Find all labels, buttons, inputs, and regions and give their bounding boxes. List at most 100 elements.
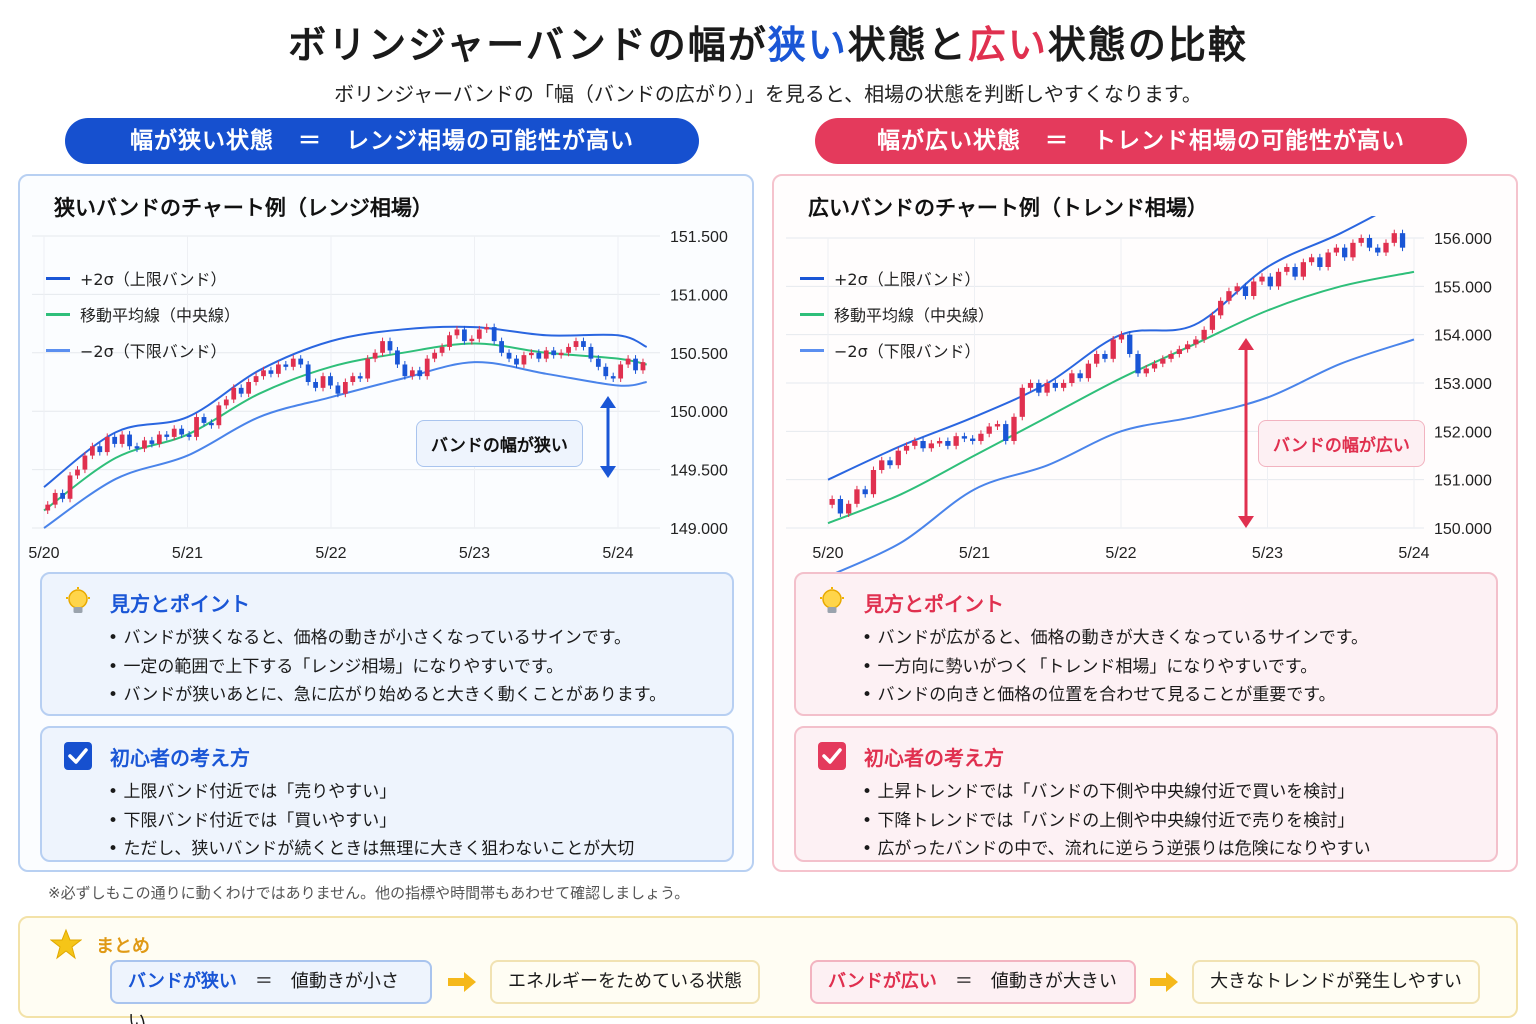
candlestick [829, 495, 835, 509]
title-wide: 広い [967, 23, 1048, 67]
title-part2: 状態と [847, 23, 968, 67]
x-tick-label: 5/23 [459, 545, 490, 562]
candlestick [1226, 287, 1232, 305]
candlestick [1267, 273, 1273, 290]
lower-band-line [827, 338, 1415, 576]
legend-item-ma: 移動平均線（中央線） [46, 296, 240, 332]
narrow-beginner-box: 初心者の考え方 上限バンド付近では「売りやすい」 下限バンド付近では「買いやすい… [40, 726, 734, 862]
wide-band-panel: 広いバンドのチャート例（トレンド相場） 156.000 155.000 154.00… [772, 174, 1518, 872]
candlestick [298, 355, 304, 368]
candlestick [484, 323, 490, 333]
candlestick [216, 401, 222, 429]
candlestick [223, 396, 229, 409]
candlestick [1275, 268, 1282, 290]
candlestick [164, 431, 170, 441]
candlestick [1044, 379, 1050, 397]
x-tick-label: 5/23 [1252, 545, 1283, 562]
candlestick [1052, 379, 1058, 392]
candlestick [142, 436, 147, 453]
candlestick [536, 349, 542, 363]
candlestick [276, 360, 281, 378]
candlestick [60, 489, 65, 503]
candlestick [171, 425, 177, 441]
legend-label-lower: −2σ（下限バンド） [834, 342, 981, 361]
legend-label-upper: +2σ（上限バンド） [834, 270, 981, 289]
candlestick [253, 372, 259, 386]
y-tick-label: 150.000 [1434, 521, 1492, 538]
x-tick-label: 5/21 [959, 545, 990, 562]
star-icon [50, 928, 82, 960]
candlestick [1011, 413, 1017, 445]
candlestick [1218, 297, 1224, 319]
narrow-band-callout: バンドの幅が狭い [416, 420, 583, 467]
candlestick [75, 466, 80, 479]
page-subtitle: ボリンジャーバンドの「幅（バンドの広がり）」を見ると、相場の状態を判断しやすくな… [334, 82, 1202, 106]
candlestick [320, 372, 326, 392]
wide-chart-legend: +2σ（上限バンド） 移動平均線（中央線） −2σ（下限バンド） [800, 260, 994, 368]
lightbulb-icon [820, 587, 844, 613]
wide-chart-title: 広いバンドのチャート例（トレンド相場） [808, 196, 1208, 220]
candlestick [424, 355, 430, 380]
candlestick [97, 442, 103, 456]
y-tick-label: 153.000 [1434, 376, 1492, 393]
candlestick [417, 366, 423, 380]
list-item: 下降トレンドでは「バンドの上側や中央線付近で売りを検討」 [862, 807, 1371, 836]
narrow-band-panel: 狭いバンドのチャート例（レンジ相場） 151.500 151.000 150.500… [18, 174, 754, 872]
legend-swatch-ma [800, 312, 824, 316]
legend-item-ma: 移動平均線（中央線） [800, 296, 994, 332]
candlestick [945, 437, 951, 450]
summary-wide-key: バンドが広い [828, 971, 937, 992]
candlestick [870, 466, 877, 498]
narrow-chart-legend: +2σ（上限バンド） 移動平均線（中央線） −2σ（下限バンド） [46, 260, 240, 368]
wide-beginner-heading: 初心者の考え方 [864, 746, 1004, 770]
narrow-band-chart: 151.500 151.000 150.500 150.000 149.500 149.0… [28, 229, 728, 562]
candlestick [45, 501, 51, 514]
candlestick [1077, 369, 1083, 382]
candlestick [625, 355, 631, 368]
candlestick [1160, 355, 1166, 368]
candlestick [887, 456, 893, 469]
candlestick [134, 442, 140, 453]
candlestick [201, 413, 207, 427]
candlestick [1019, 384, 1025, 421]
candlestick [640, 358, 646, 374]
candlestick [462, 325, 467, 345]
narrow-tips-box: 見方とポイント バンドが狭くなると、価格の動きが小さくなっているサインです。 一… [40, 572, 734, 716]
upper-band-line [43, 325, 648, 488]
candlestick [1060, 379, 1067, 392]
candlestick [454, 325, 460, 339]
wide-band-chart: 156.000 155.000 154.000 153.000 152.000 151.0… [786, 216, 1492, 576]
summary-box: まとめ バンドが狭い＝値動きが小さい エネルギーをためている状態 バンドが広い＝… [18, 916, 1518, 1024]
y-tick-label: 151.000 [1434, 473, 1492, 490]
y-tick-label: 156.000 [1434, 231, 1492, 248]
narrow-beginner-heading: 初心者の考え方 [110, 746, 250, 770]
candlestick [551, 346, 557, 359]
checkbox-icon [818, 742, 846, 770]
x-tick-label: 5/22 [1105, 545, 1136, 562]
wide-band-callout: バンドの幅が広い [1258, 420, 1425, 467]
summary-narrow-value: 値動きが小さい [128, 971, 399, 1024]
candlestick [469, 335, 475, 345]
summary-wide: バンドが広い ＝ 値動きが大きい [810, 960, 1136, 1004]
candlestick [179, 425, 185, 439]
candlestick [994, 420, 1001, 430]
candlestick [521, 351, 527, 368]
title-part1: ボリンジャーバンドの幅が [288, 23, 768, 67]
narrow-tips-list: バンドが狭くなると、価格の動きが小さくなっているサインです。 一定の範囲で上下す… [108, 624, 666, 710]
candlestick [1358, 234, 1364, 247]
candlestick [1308, 253, 1315, 266]
candlestick [52, 489, 58, 509]
x-tick-label: 5/21 [172, 545, 203, 562]
y-tick-label: 149.000 [670, 521, 728, 538]
y-tick-label: 150.500 [670, 346, 728, 363]
candlestick [350, 372, 356, 386]
legend-label-lower: −2σ（下限バンド） [80, 342, 227, 361]
candlestick [1085, 360, 1092, 382]
candlestick [903, 442, 910, 455]
candlestick [1168, 350, 1174, 363]
candlestick [953, 432, 959, 450]
candlestick [1383, 239, 1389, 256]
candlestick [357, 372, 363, 382]
candlestick [912, 437, 918, 450]
title-part3: 状態の比較 [1047, 23, 1248, 67]
